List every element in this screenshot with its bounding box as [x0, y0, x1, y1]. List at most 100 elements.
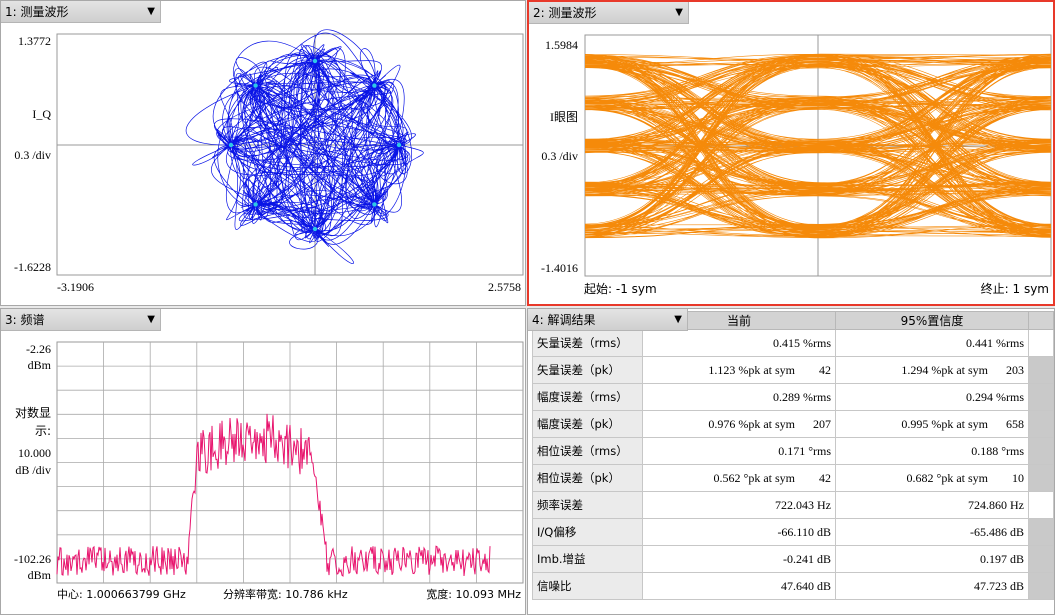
eye-ymax-label: 1.5984 — [545, 38, 578, 52]
result-conf-value: 0.188 °rms — [835, 437, 1029, 465]
result-row[interactable]: 矢量误差（pk） 1.123 %pk at sym 42 1.294 %pk at s… — [532, 356, 1054, 384]
iq-ymin-label: -1.6228 — [14, 260, 51, 274]
result-symbol-index: 10 — [1012, 470, 1024, 485]
col-conf-header[interactable]: 95%置信度 — [835, 311, 1029, 330]
spectrum-trace — [56, 413, 491, 577]
result-symbol-index: 207 — [813, 416, 831, 431]
iq-traces — [185, 29, 424, 264]
result-row[interactable]: Imb.增益 -0.241 dB 0.197 dB — [532, 545, 1054, 573]
result-row[interactable]: 相位误差（pk） 0.562 °pk at sym 42 0.682 °pk at s… — [532, 464, 1054, 492]
result-value-text: 0.995 %pk at sym — [901, 416, 988, 431]
scrollbar-cell[interactable] — [1028, 491, 1054, 519]
result-name: 矢量误差（pk） — [532, 356, 643, 384]
dropdown-arrow-icon[interactable]: ▼ — [147, 314, 155, 325]
result-current-value: 0.289 %rms — [642, 383, 836, 411]
iq-yscale-label: 0.3 /div — [14, 148, 51, 162]
results-pane[interactable]: 当前 95%置信度 矢量误差（rms） 0.415 %rms 0.441 %rms 矢… — [527, 308, 1055, 615]
result-conf-value: 1.294 %pk at sym 203 — [835, 356, 1029, 384]
eye-diagram-pane[interactable]: 2: 测量波形 ▼ 1.5984 I眼图 0.3 /div -1.4016 起始… — [527, 0, 1055, 306]
result-conf-value: 47.723 dB — [835, 572, 1029, 600]
iq-xmax-label: 2.5758 — [488, 280, 521, 294]
spec-y-name-2: 示: — [34, 424, 51, 438]
pane3-title-dropdown[interactable]: 3: 频谱 ▼ — [1, 309, 161, 331]
spectrum-pane[interactable]: 3: 频谱 ▼ -2.26 dBm 对数显 示: 10.000 dB /div … — [0, 308, 526, 615]
eye-stop-label: 终止: 1 sym — [980, 282, 1049, 296]
spec-ymax-unit: dBm — [27, 358, 51, 372]
result-symbol-index: 203 — [1006, 362, 1024, 377]
result-symbol-index: 42 — [819, 362, 831, 377]
iq-symbol-point — [372, 202, 377, 207]
pane2-title-dropdown[interactable]: 2: 测量波形 ▼ — [529, 2, 689, 24]
spec-rbw-label: 分辨率带宽: 10.786 kHz — [223, 588, 348, 601]
pane1-title-dropdown[interactable]: 1: 测量波形 ▼ — [1, 1, 161, 23]
iq-y-name: I_Q — [32, 107, 51, 121]
scrollbar-cell[interactable] — [1028, 329, 1054, 357]
result-conf-value: -65.486 dB — [835, 518, 1029, 546]
result-row[interactable]: I/Q偏移 -66.110 dB -65.486 dB — [532, 518, 1054, 546]
result-name: I/Q偏移 — [532, 518, 643, 546]
iq-symbol-point — [253, 202, 258, 207]
result-row[interactable]: 信噪比 47.640 dB 47.723 dB — [532, 572, 1054, 600]
result-conf-value: 724.860 Hz — [835, 491, 1029, 519]
scrollbar-cell[interactable] — [1028, 545, 1054, 573]
result-value-text: 0.562 °pk at sym — [713, 470, 795, 485]
iq-constellation-pane[interactable]: 1: 测量波形 ▼ 1.3772 I_Q 0.3 /div -1.6228 -3… — [0, 0, 526, 306]
result-conf-value: 0.441 %rms — [835, 329, 1029, 357]
result-current-value: -66.110 dB — [642, 518, 836, 546]
scrollbar-cell[interactable] — [1028, 437, 1054, 465]
iq-symbol-point — [228, 142, 234, 148]
result-symbol-index: 658 — [1006, 416, 1024, 431]
results-table: 当前 95%置信度 矢量误差（rms） 0.415 %rms 0.441 %rms 矢… — [532, 311, 1054, 600]
result-name: 相位误差（rms） — [532, 437, 643, 465]
scrollbar-cell[interactable] — [1028, 464, 1054, 492]
eye-y-name: I眼图 — [550, 110, 578, 124]
iq-plot — [56, 29, 524, 276]
scrollbar-cell[interactable] — [1028, 383, 1054, 411]
scrollbar-cell[interactable] — [1028, 518, 1054, 546]
col-current-header[interactable]: 当前 — [642, 311, 836, 330]
result-row[interactable]: 幅度误差（pk） 0.976 %pk at sym 207 0.995 %pk at … — [532, 410, 1054, 438]
dropdown-arrow-icon[interactable]: ▼ — [675, 7, 683, 18]
result-current-value: -0.241 dB — [642, 545, 836, 573]
result-current-value: 0.562 °pk at sym 42 — [642, 464, 836, 492]
eye-traces — [584, 53, 1052, 239]
scrollbar-cell[interactable] — [1028, 356, 1054, 384]
result-row[interactable]: 相位误差（rms） 0.171 °rms 0.188 °rms — [532, 437, 1054, 465]
spec-span-label: 宽度: 10.093 MHz — [426, 588, 521, 601]
result-row[interactable]: 频率误差 722.043 Hz 724.860 Hz — [532, 491, 1054, 519]
iq-symbol-point — [312, 58, 318, 64]
dropdown-arrow-icon[interactable]: ▼ — [674, 314, 682, 325]
result-current-value: 0.415 %rms — [642, 329, 836, 357]
iq-symbol-points — [228, 58, 402, 232]
spec-ymax-label: -2.26 — [26, 342, 51, 356]
result-conf-value: 0.197 dB — [835, 545, 1029, 573]
iq-xmin-label: -3.1906 — [57, 280, 94, 294]
result-name: 频率误差 — [532, 491, 643, 519]
pane4-title-dropdown[interactable]: 4: 解调结果 ▼ — [528, 309, 688, 331]
spec-yscale-unit: dB /div — [15, 463, 51, 477]
result-row[interactable]: 幅度误差（rms） 0.289 %rms 0.294 %rms — [532, 383, 1054, 411]
result-name: Imb.增益 — [532, 545, 643, 573]
result-value-text: 1.294 %pk at sym — [901, 362, 988, 377]
result-name: 相位误差（pk） — [532, 464, 643, 492]
dropdown-arrow-icon[interactable]: ▼ — [147, 6, 155, 17]
spec-ymin-label: -102.26 — [14, 552, 51, 566]
result-row[interactable]: 矢量误差（rms） 0.415 %rms 0.441 %rms — [532, 329, 1054, 357]
result-name: 信噪比 — [532, 572, 643, 600]
spectrum-plot — [56, 341, 524, 584]
iq-trace-path — [185, 29, 424, 264]
pane2-title: 2: 测量波形 — [533, 6, 597, 20]
eye-plot — [584, 34, 1052, 277]
result-value-text: 0.976 %pk at sym — [708, 416, 795, 431]
result-value-text: 1.123 %pk at sym — [708, 362, 795, 377]
result-current-value: 722.043 Hz — [642, 491, 836, 519]
scrollbar-cell[interactable] — [1028, 572, 1054, 600]
result-conf-value: 0.995 %pk at sym 658 — [835, 410, 1029, 438]
result-symbol-index: 42 — [819, 470, 831, 485]
result-current-value: 47.640 dB — [642, 572, 836, 600]
result-name: 幅度误差（rms） — [532, 383, 643, 411]
result-current-value: 0.171 °rms — [642, 437, 836, 465]
result-name: 矢量误差（rms） — [532, 329, 643, 357]
result-conf-value: 0.682 °pk at sym 10 — [835, 464, 1029, 492]
scrollbar-cell[interactable] — [1028, 410, 1054, 438]
